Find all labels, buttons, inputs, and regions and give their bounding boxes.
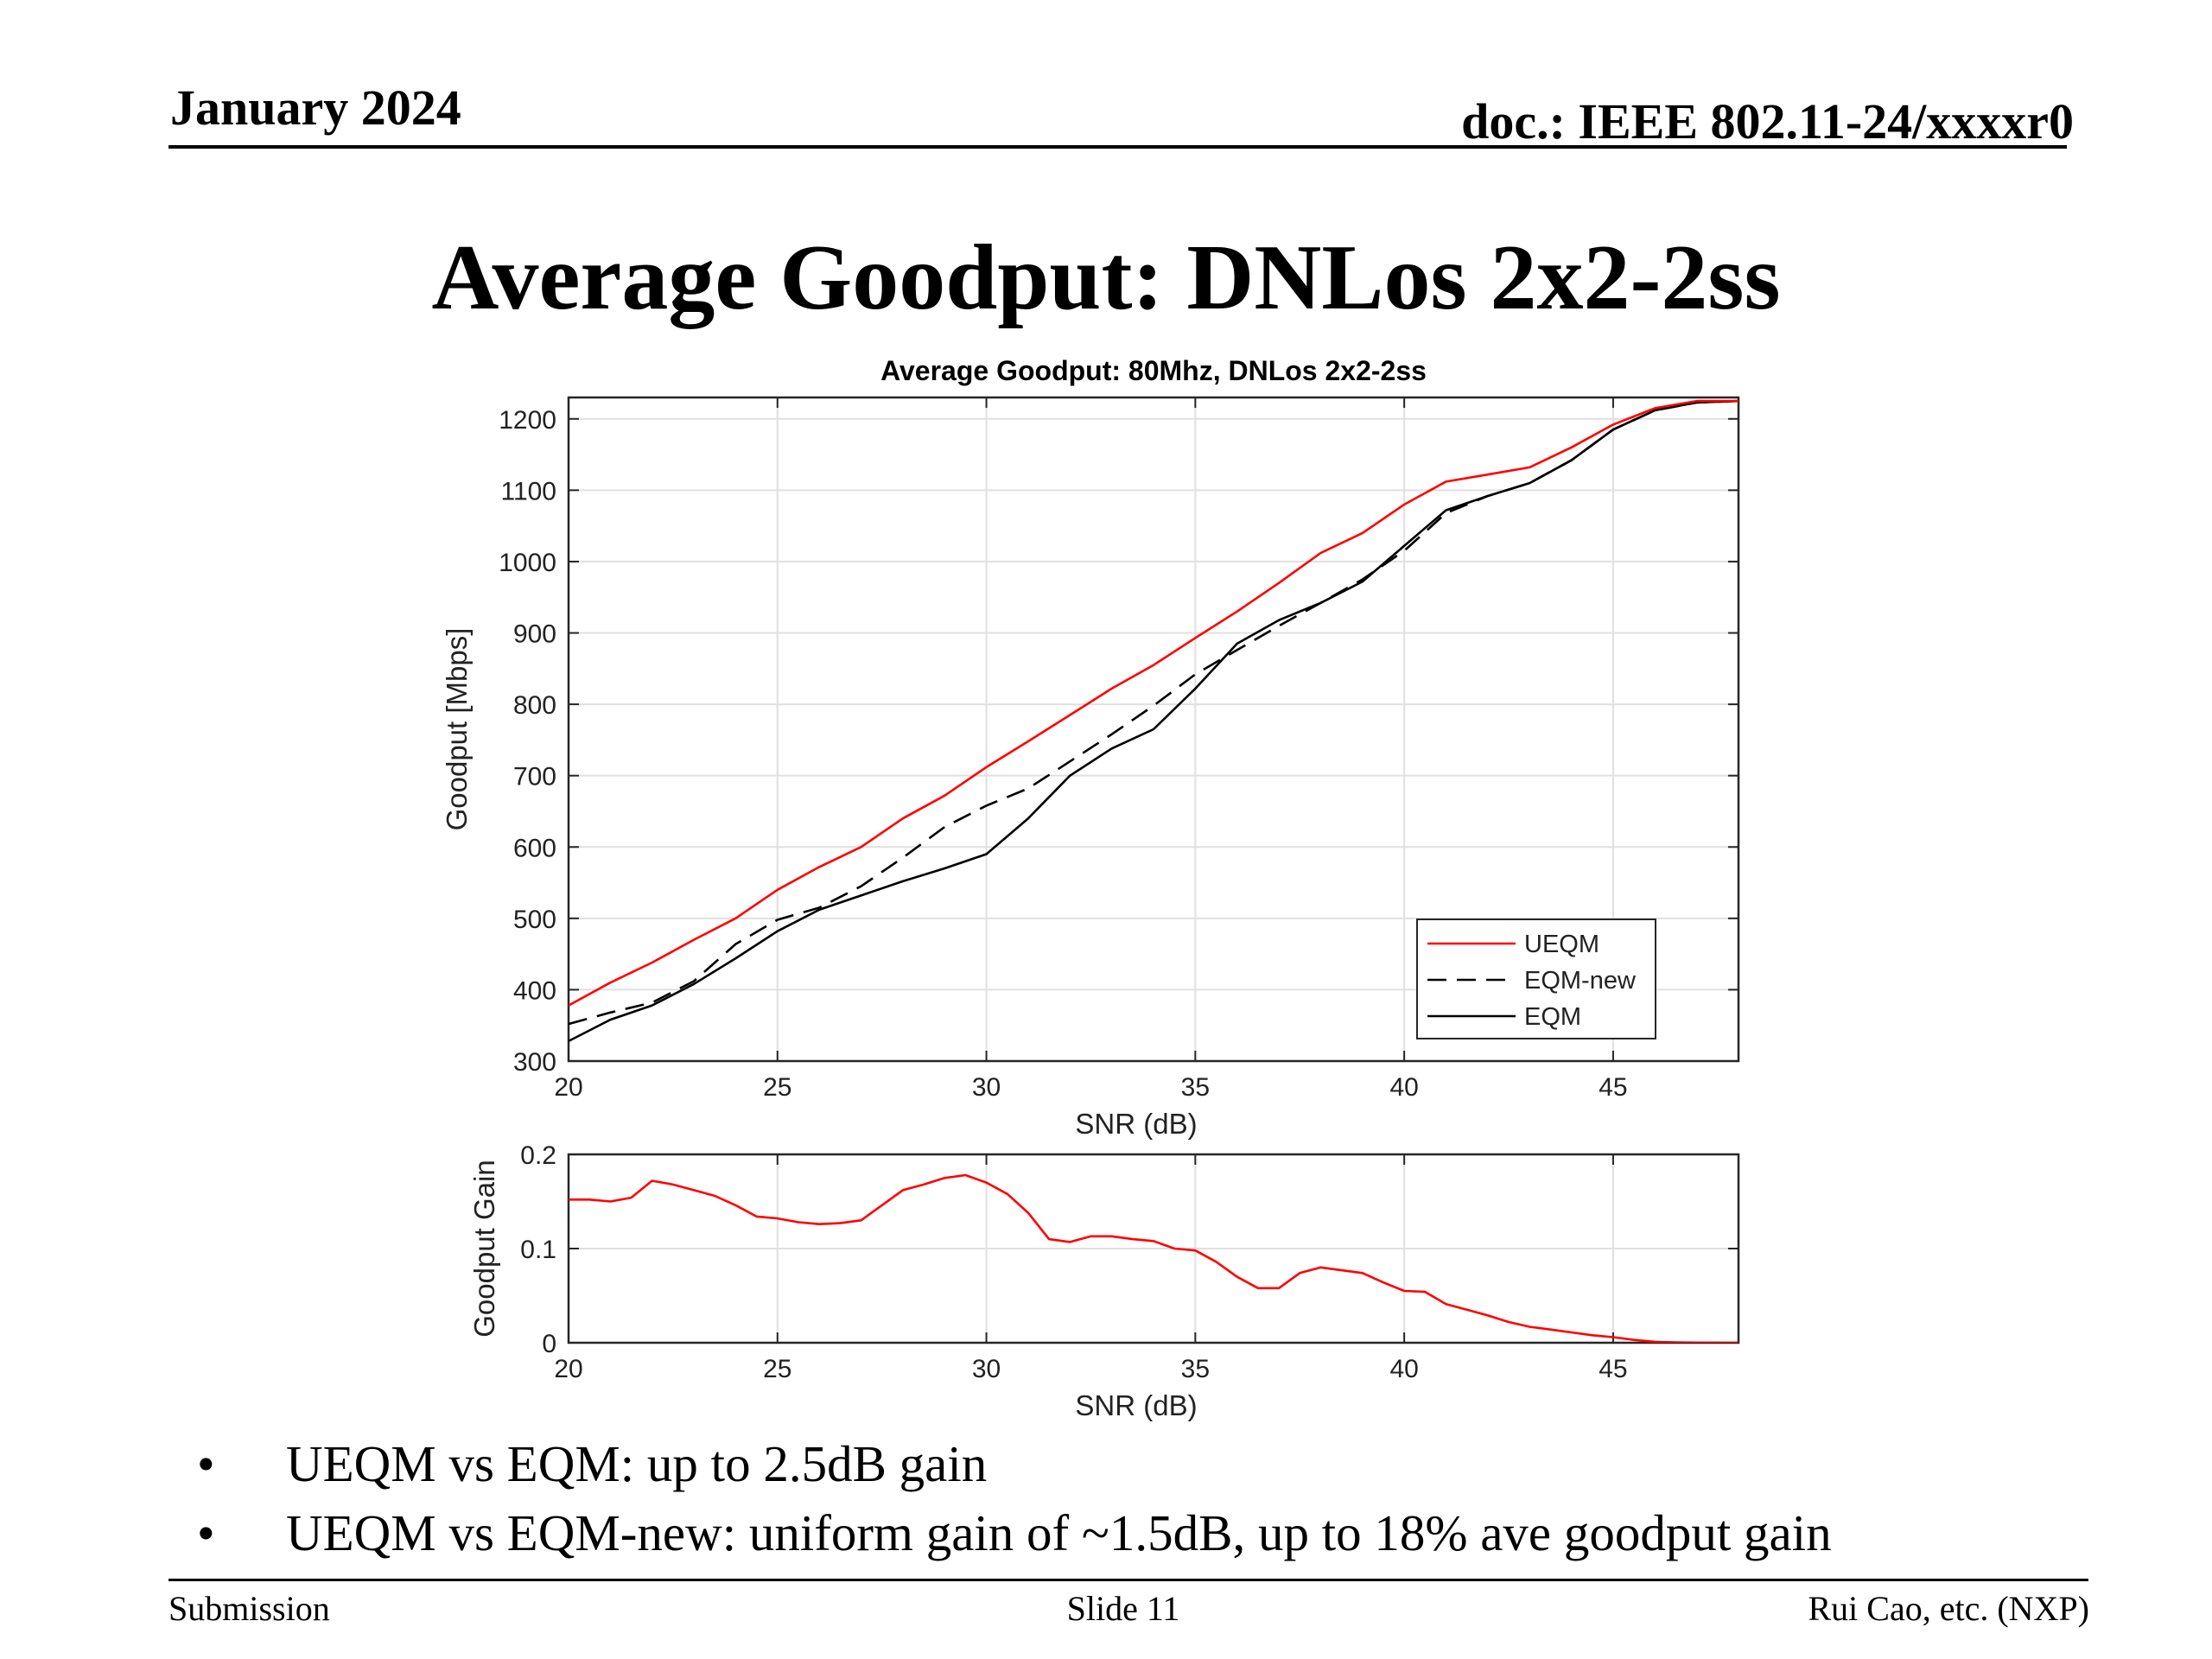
y-tick-label: 1000 (499, 549, 556, 577)
chart-title: Average Goodput: 80Mhz, DNLos 2x2-2ss (880, 355, 1427, 386)
slide-title: Average Goodput: DNLos 2x2-2ss (431, 226, 1781, 329)
y-tick-label: 300 (513, 1048, 556, 1077)
series-line-gain (569, 1173, 1738, 1343)
plot-frame (567, 396, 1740, 1063)
x-tick-label: 40 (1389, 1073, 1418, 1102)
footer-submission: Submission (168, 1589, 330, 1628)
x-tick-label: 45 (1599, 1355, 1627, 1383)
series-line-ueqm (569, 399, 1738, 1007)
bullet-marker: • (197, 1435, 215, 1492)
y-tick-label: 1200 (499, 406, 556, 435)
x-axis-label: SNR (dB) (1075, 1108, 1197, 1140)
footer-divider (168, 1579, 2088, 1581)
y-tick-label: 0 (542, 1330, 556, 1358)
y-tick-label: 400 (513, 976, 556, 1005)
x-tick-label: 20 (554, 1073, 582, 1102)
y-tick-label: 0.2 (520, 1141, 556, 1170)
footer-author: Rui Cao, etc. (NXP) (1808, 1589, 2089, 1628)
y-axis-label: Goodput [Mbps] (441, 628, 473, 831)
series-line-eqm-new (569, 399, 1738, 1026)
bullet-item: • UEQM vs EQM-new: uniform gain of ~1.5dB… (197, 1508, 1832, 1559)
legend-label: EQM (1524, 1003, 1581, 1031)
x-tick-label: 20 (554, 1355, 582, 1383)
legend-label: EQM-new (1524, 967, 1637, 995)
bullet-item: • UEQM vs EQM: up to 2.5dB gain (197, 1439, 987, 1490)
x-tick-label: 35 (1181, 1355, 1210, 1383)
header-doc-id: doc.: IEEE 802.11-24/xxxxr0 (1461, 93, 2074, 149)
header-divider (168, 145, 2067, 149)
y-tick-label: 500 (513, 906, 556, 934)
y-tick-label: 0.1 (520, 1236, 556, 1264)
y-tick-label: 600 (513, 834, 556, 862)
legend-label: UEQM (1524, 931, 1599, 958)
y-tick-label: 700 (513, 763, 556, 791)
bullet-text: UEQM vs EQM-new: uniform gain of ~1.5dB,… (286, 1504, 1832, 1561)
y-axis-label: Goodput Gain (468, 1160, 500, 1337)
footer-slide-number: Slide 11 (1066, 1589, 1180, 1628)
y-tick-label: 900 (513, 620, 556, 649)
x-tick-label: 25 (763, 1073, 791, 1102)
x-tick-label: 35 (1181, 1073, 1210, 1102)
x-tick-label: 25 (763, 1355, 791, 1383)
x-tick-label: 40 (1389, 1355, 1418, 1383)
x-tick-label: 30 (972, 1073, 1001, 1102)
y-tick-label: 1100 (500, 477, 556, 505)
x-tick-label: 45 (1599, 1073, 1627, 1102)
x-tick-label: 30 (972, 1355, 1001, 1383)
bullet-text: UEQM vs EQM: up to 2.5dB gain (286, 1435, 988, 1492)
x-axis-label: SNR (dB) (1075, 1389, 1197, 1421)
bullet-marker: • (197, 1504, 215, 1561)
header-date: January 2024 (170, 79, 461, 136)
y-tick-label: 800 (513, 691, 556, 720)
